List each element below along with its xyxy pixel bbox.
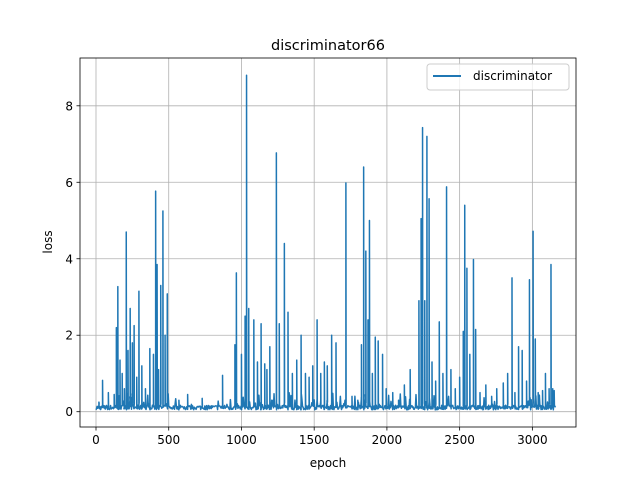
x-tick-label: 1500 — [299, 433, 330, 447]
y-tick-label: 6 — [65, 176, 73, 190]
axis-ticks: 0 500 1000 1500 2000 2500 3000 0 2 4 6 8 — [65, 99, 547, 447]
x-tick-label: 2000 — [372, 433, 403, 447]
y-axis-label: loss — [41, 230, 55, 253]
chart-title: discriminator66 — [271, 38, 385, 54]
y-tick-label: 0 — [65, 405, 73, 419]
x-tick-label: 3000 — [517, 433, 548, 447]
y-tick-label: 8 — [65, 99, 73, 113]
x-tick-label: 1000 — [226, 433, 257, 447]
plot-area-frame — [79, 57, 577, 428]
x-tick-label: 0 — [92, 433, 100, 447]
legend-label: discriminator — [473, 69, 552, 83]
x-tick-label: 500 — [157, 433, 180, 447]
legend-box — [426, 63, 570, 91]
x-axis-label: epoch — [310, 456, 347, 470]
legend: discriminator — [426, 63, 570, 91]
x-tick-label: 2500 — [444, 433, 475, 447]
series-line-discriminator — [95, 74, 557, 411]
y-tick-label: 4 — [65, 252, 73, 266]
y-tick-label: 2 — [65, 329, 73, 343]
